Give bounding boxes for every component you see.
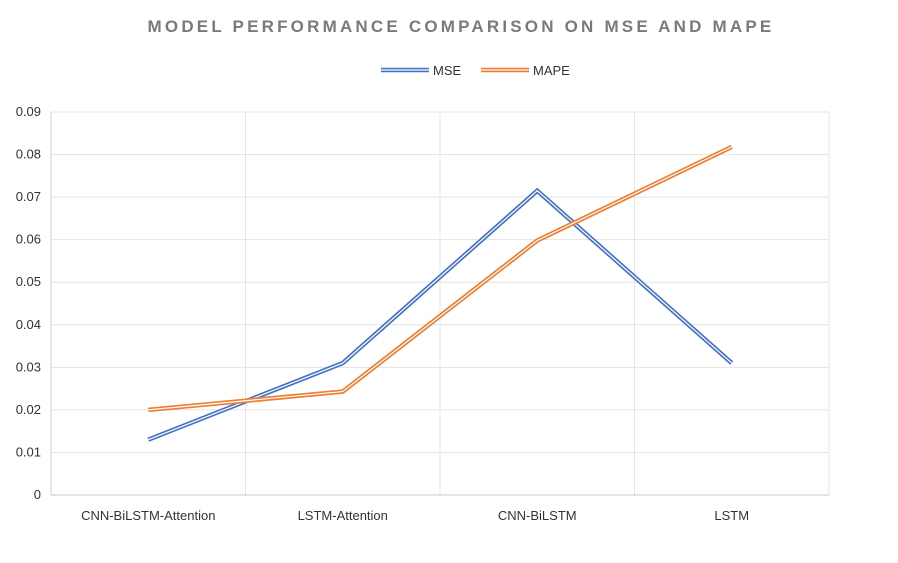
x-tick-label: CNN-BiLSTM (498, 508, 577, 523)
y-tick-label: 0.01 (16, 444, 41, 459)
y-tick-label: 0.08 (16, 147, 41, 162)
y-tick-label: 0.06 (16, 232, 41, 247)
axes (50, 112, 829, 496)
series-mape (148, 144, 733, 413)
legend-item-mse: MSE (381, 63, 462, 78)
y-tick-label: 0.07 (16, 189, 41, 204)
legend-item-mape: MAPE (481, 63, 570, 78)
legend-label: MSE (433, 63, 462, 78)
x-tick-label: LSTM (714, 508, 749, 523)
y-tick-label: 0.09 (16, 104, 41, 119)
y-tick-label: 0 (34, 487, 41, 502)
gridlines (51, 111, 830, 495)
y-tick-label: 0.02 (16, 402, 41, 417)
y-tick-label: 0.03 (16, 359, 41, 374)
x-axis-ticks: CNN-BiLSTM-Attention LSTM-Attention CNN-Bi… (81, 508, 749, 523)
x-tick-label: CNN-BiLSTM-Attention (81, 508, 215, 523)
y-tick-label: 0.05 (16, 274, 41, 289)
series-line-inner (148, 146, 733, 411)
chart-title: MODEL PERFORMANCE COMPARISON ON MSE AND … (148, 17, 775, 36)
legend: MSE MAPE (381, 63, 570, 78)
y-tick-label: 0.04 (16, 317, 41, 332)
x-tick-label: LSTM-Attention (298, 508, 388, 523)
y-axis-ticks: 0 0.01 0.02 0.03 0.04 0.05 0.06 0.07 0.08 0.09 (16, 104, 41, 502)
legend-label: MAPE (533, 63, 570, 78)
series-lines (147, 144, 734, 442)
